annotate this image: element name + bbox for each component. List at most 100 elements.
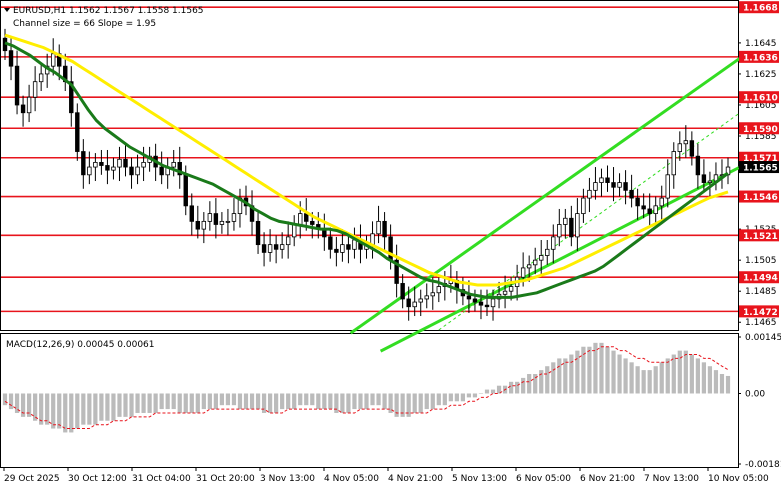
candle-body-88 xyxy=(532,259,538,266)
time-tick-label-1: 30 Oct 12:00 xyxy=(68,474,127,484)
macd-bar-7 xyxy=(45,393,50,425)
macd-bar-56 xyxy=(340,393,345,413)
macd-bar-116 xyxy=(701,362,707,394)
time-tick-label-4: 3 Nov 13:00 xyxy=(260,474,315,484)
macd-bar-64 xyxy=(388,393,393,413)
macd-bar-10 xyxy=(63,393,68,433)
candle-body-67 xyxy=(406,298,411,308)
macd-bar-4 xyxy=(26,393,32,417)
macd-bar-93 xyxy=(563,358,568,394)
channel-info: Channel size = 66 Slope = 1.95 xyxy=(13,19,156,29)
candle-body-16 xyxy=(99,161,104,166)
ema-green-line xyxy=(4,41,729,299)
macd-bar-120 xyxy=(725,375,731,394)
candle-body-95 xyxy=(575,213,580,238)
candle-body-116 xyxy=(701,174,707,183)
macd-bar-39 xyxy=(237,393,243,410)
macd-bar-104 xyxy=(629,362,634,394)
macd-bar-78 xyxy=(472,393,478,398)
candle-body-37 xyxy=(225,220,231,223)
price-tick-label-1: 1.1625 xyxy=(745,70,777,80)
macd-bar-80 xyxy=(484,389,490,394)
macd-bar-18 xyxy=(111,393,116,421)
macd-bar-66 xyxy=(400,393,405,417)
macd-bar-23 xyxy=(141,393,146,413)
macd-bar-60 xyxy=(364,393,369,410)
dropdown-triangle-icon[interactable] xyxy=(4,8,10,12)
candle-body-86 xyxy=(520,267,526,278)
macd-bar-38 xyxy=(231,393,237,406)
candle-body-109 xyxy=(659,197,664,207)
level-tag-2 xyxy=(739,91,779,104)
candle-body-56 xyxy=(340,244,345,253)
candle-body-50 xyxy=(304,213,309,222)
price-tick-label-9: 1.1465 xyxy=(745,318,777,328)
candle-body-89 xyxy=(539,255,544,261)
macd-bar-108 xyxy=(653,366,658,394)
macd-bar-0 xyxy=(2,393,8,406)
macd-bar-76 xyxy=(460,393,466,402)
candle-body-35 xyxy=(213,213,219,225)
level-label-3: 1.1590 xyxy=(743,125,778,135)
macd-bar-50 xyxy=(304,393,309,406)
candle-body-108 xyxy=(653,205,658,215)
macd-bar-59 xyxy=(358,393,363,410)
macd-bar-118 xyxy=(713,370,719,394)
macd-bar-119 xyxy=(719,374,725,394)
macd-bar-27 xyxy=(165,393,170,410)
channel-lower-line xyxy=(379,165,741,353)
macd-bar-47 xyxy=(286,393,291,410)
macd-bar-111 xyxy=(671,354,676,394)
macd-axis: 0.00145 0.00 -0.00181 xyxy=(738,333,781,470)
macd-bar-68 xyxy=(412,393,417,413)
macd-bar-99 xyxy=(599,342,604,394)
candle-body-13 xyxy=(81,151,86,176)
macd-bar-72 xyxy=(436,393,441,406)
macd-bar-13 xyxy=(81,393,86,425)
price-tick-label-2: 1.1605 xyxy=(745,101,777,111)
macd-bar-65 xyxy=(394,393,399,417)
candle-body-57 xyxy=(346,244,351,250)
candle-body-8 xyxy=(50,53,56,67)
macd-label: MACD(12,26,9) 0.00045 0.00061 xyxy=(6,340,155,350)
macd-bar-107 xyxy=(647,370,652,394)
candle-body-22 xyxy=(135,166,140,176)
macd-bar-91 xyxy=(551,362,556,394)
candle-body-30 xyxy=(183,174,188,207)
level-labels-layer: 1.1668 1.1636 1.1610 1.1590 1.1571 1.1546 1.15… xyxy=(739,1,779,318)
macd-bar-55 xyxy=(334,393,339,413)
macd-bar-45 xyxy=(274,393,279,413)
time-tick-label-3: 31 Oct 20:00 xyxy=(196,474,255,484)
macd-bar-75 xyxy=(454,393,459,402)
macd-bar-42 xyxy=(255,393,261,410)
candle-body-103 xyxy=(623,182,628,191)
macd-bar-67 xyxy=(406,393,411,417)
candle-body-20 xyxy=(123,158,128,168)
candle-body-117 xyxy=(707,180,713,183)
time-tick-label-0: 29 Oct 2025 xyxy=(4,474,60,484)
macd-bar-28 xyxy=(171,393,176,410)
candle-body-91 xyxy=(551,236,556,250)
level-tag-0 xyxy=(739,1,779,14)
candle-body-114 xyxy=(689,140,695,157)
macd-panel-frame xyxy=(0,333,739,468)
macd-bar-92 xyxy=(557,358,562,394)
candle-body-84 xyxy=(508,286,514,292)
candle-body-15 xyxy=(93,161,98,168)
macd-bar-29 xyxy=(177,393,182,413)
macd-bar-6 xyxy=(39,393,44,425)
macd-bar-32 xyxy=(195,393,200,413)
ema-yellow-line xyxy=(4,33,729,287)
macd-bar-100 xyxy=(605,346,610,394)
candle-body-72 xyxy=(436,286,442,294)
candle-body-23 xyxy=(141,161,146,168)
levels-layer xyxy=(1,6,738,313)
price-axis: 1.1645 1.1625 1.1605 1.1585 1.1565 1.1546 1.15… xyxy=(738,39,777,328)
candle-body-70 xyxy=(424,295,429,300)
macd-bar-41 xyxy=(249,393,255,410)
macd-bar-105 xyxy=(635,366,640,394)
candle-body-29 xyxy=(177,161,182,176)
macd-bar-21 xyxy=(129,393,134,417)
channel-upper-line xyxy=(349,56,741,335)
